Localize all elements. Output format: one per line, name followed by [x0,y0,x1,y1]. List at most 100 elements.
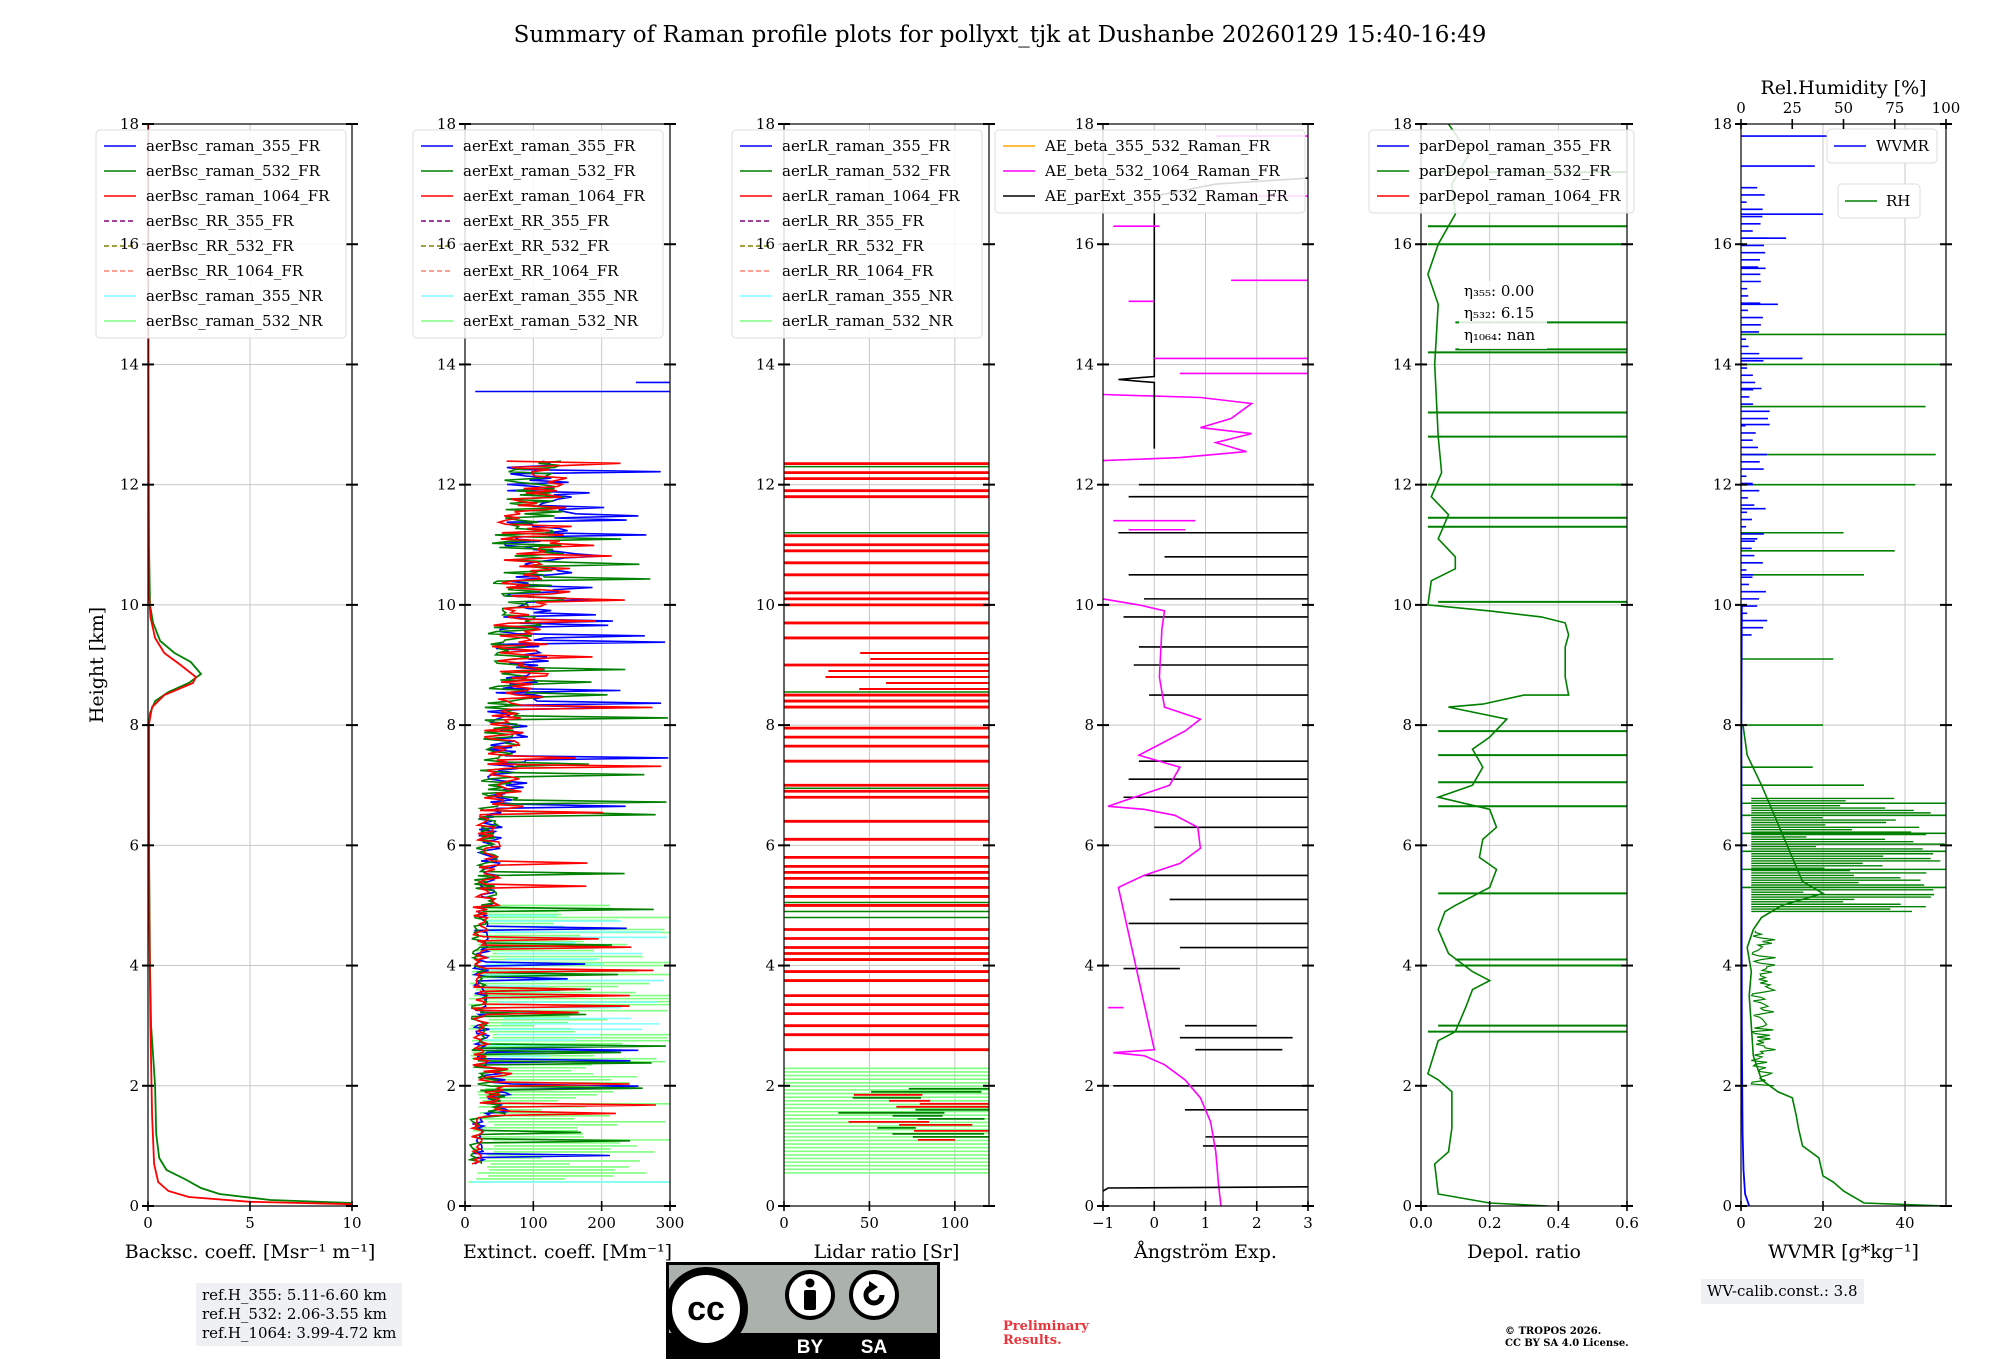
panel-bsc [95,123,358,1211]
axes-frame [1740,123,1947,1207]
copyright-note: © TROPOS 2026. CC BY SA 4.0 License. [1505,1326,1629,1350]
y-tick-label: 14 [120,355,139,373]
plot-area [784,462,989,1174]
y-tick-label: 18 [1713,115,1732,133]
cc-logo-text: cc [687,1290,725,1328]
ext-raman-line [471,460,669,1165]
y-tick-label: 2 [129,1077,139,1095]
legend-entry: aerBsc_RR_1064_FR [146,262,304,280]
rh-legend-box [1837,183,1921,219]
x-tick-label: 5 [245,1214,255,1232]
y-tick-label: 6 [1722,836,1732,854]
y-tick-label: 0 [1084,1197,1094,1215]
y-tick-label: 4 [1722,957,1732,975]
y-tick-label: 0 [1402,1197,1412,1215]
y-tick-label: 6 [765,836,775,854]
y-tick-label: 0 [1722,1197,1732,1215]
y-tick-label: 10 [120,596,139,614]
y-tick-label: 10 [1393,596,1412,614]
x-tick-label: 200 [587,1214,616,1232]
legend-entry: aerLR_raman_1064_FR [782,187,960,205]
legend-entry: aerLR_RR_1064_FR [782,262,934,280]
x-axis-label: Extinct. coeff. [Mm⁻¹] [463,1241,672,1263]
y-tick-label: 8 [765,716,775,734]
panel-ae [994,123,1314,1211]
y-tick-label: 4 [1084,957,1094,975]
preliminary-line-1: Preliminary [1003,1319,1089,1334]
legend-box [412,129,664,339]
x-tick-label: 3 [1303,1214,1313,1232]
ref-h-1064: ref.H_1064: 3.99-4.72 km [202,1324,397,1342]
ae-line [1103,1186,1308,1192]
y-tick-label: 4 [765,957,775,975]
x-tick-label: 1 [1201,1214,1211,1232]
legend-entry: parDepol_raman_532_FR [1419,162,1612,180]
legend-entry: parDepol_raman_355_FR [1419,137,1612,155]
x-tick-label: −1 [1092,1214,1114,1232]
legend-entry: aerBsc_raman_355_FR [146,137,321,155]
y-tick-label: 18 [120,115,139,133]
x-tick-label: 20 [1813,1214,1832,1232]
y-tick-label: 4 [129,957,139,975]
rh-line [1742,724,1946,1206]
legend-box [95,129,347,339]
y-tick-label: 16 [1075,235,1094,253]
y-tick-label: 2 [1722,1077,1732,1095]
x-tick-label: 0.4 [1546,1214,1570,1232]
y-tick-label: 12 [1393,476,1412,494]
y-tick-label: 10 [1713,596,1732,614]
legend-entry: aerExt_raman_532_FR [463,162,636,180]
x-tick-label: 0.2 [1478,1214,1502,1232]
ref-h-532: ref.H_532: 2.06-3.55 km [202,1305,387,1323]
y-tick-label: 12 [1713,476,1732,494]
axes-frame [783,123,990,1207]
cc-sa-label: SA [861,1337,888,1358]
cc-by-label: BY [797,1337,824,1358]
eta-annotation: η₅₃₂: 6.15 [1464,304,1534,322]
top-x-tick-label: 50 [1834,99,1853,117]
legend-entry: parDepol_raman_1064_FR [1419,187,1621,205]
panel-lr [731,123,995,1211]
plot-area [1741,135,1946,1206]
y-tick-label: 0 [446,1197,456,1215]
y-tick-label: 16 [1713,235,1732,253]
legend-entry: aerLR_raman_532_NR [782,312,953,330]
legend-entry: aerExt_raman_1064_FR [463,187,645,205]
plot-area [1426,124,1627,1206]
wvmr-line [1741,604,1751,1206]
legend-entry: aerExt_raman_355_NR [463,287,639,305]
y-tick-label: 12 [1075,476,1094,494]
y-tick-label: 6 [1084,836,1094,854]
y-tick-label: 10 [1075,596,1094,614]
legend-entry: aerLR_raman_532_FR [782,162,951,180]
y-tick-label: 2 [1402,1077,1412,1095]
axes-frame [1420,123,1628,1207]
copyright-line-2: CC BY SA 4.0 License. [1505,1338,1629,1349]
y-tick-label: 14 [1393,355,1412,373]
panel-ext [412,123,676,1211]
y-tick-label: 8 [1722,716,1732,734]
sa-arrow-head [869,1281,878,1293]
y-tick-label: 10 [756,596,775,614]
panel-wv [1735,123,1952,1211]
copyright-line-1: © TROPOS 2026. [1505,1326,1602,1337]
x-tick-label: 0.6 [1615,1214,1639,1232]
x-tick-label: 0 [1736,1214,1746,1232]
legend-entry: aerBsc_raman_1064_FR [146,187,330,205]
by-person-body [804,1290,816,1310]
x-axis-label: Ångström Exp. [1133,1241,1277,1263]
x-axis-label: WVMR [g*kg⁻¹] [1768,1241,1919,1263]
by-person-head [805,1278,815,1288]
legend [95,129,347,339]
legend-entry: AE_beta_355_532_Raman_FR [1044,137,1271,155]
y-tick-label: 6 [129,836,139,854]
top-x-tick-label: 25 [1783,99,1802,117]
y-tick-label: 0 [765,1197,775,1215]
legend [1368,129,1635,214]
y-tick-label: 0 [129,1197,139,1215]
wv-legend-entry: WVMR [1876,137,1930,155]
y-tick-label: 8 [129,716,139,734]
legend-box [994,129,1306,214]
legend-entry: aerBsc_raman_532_FR [146,162,321,180]
